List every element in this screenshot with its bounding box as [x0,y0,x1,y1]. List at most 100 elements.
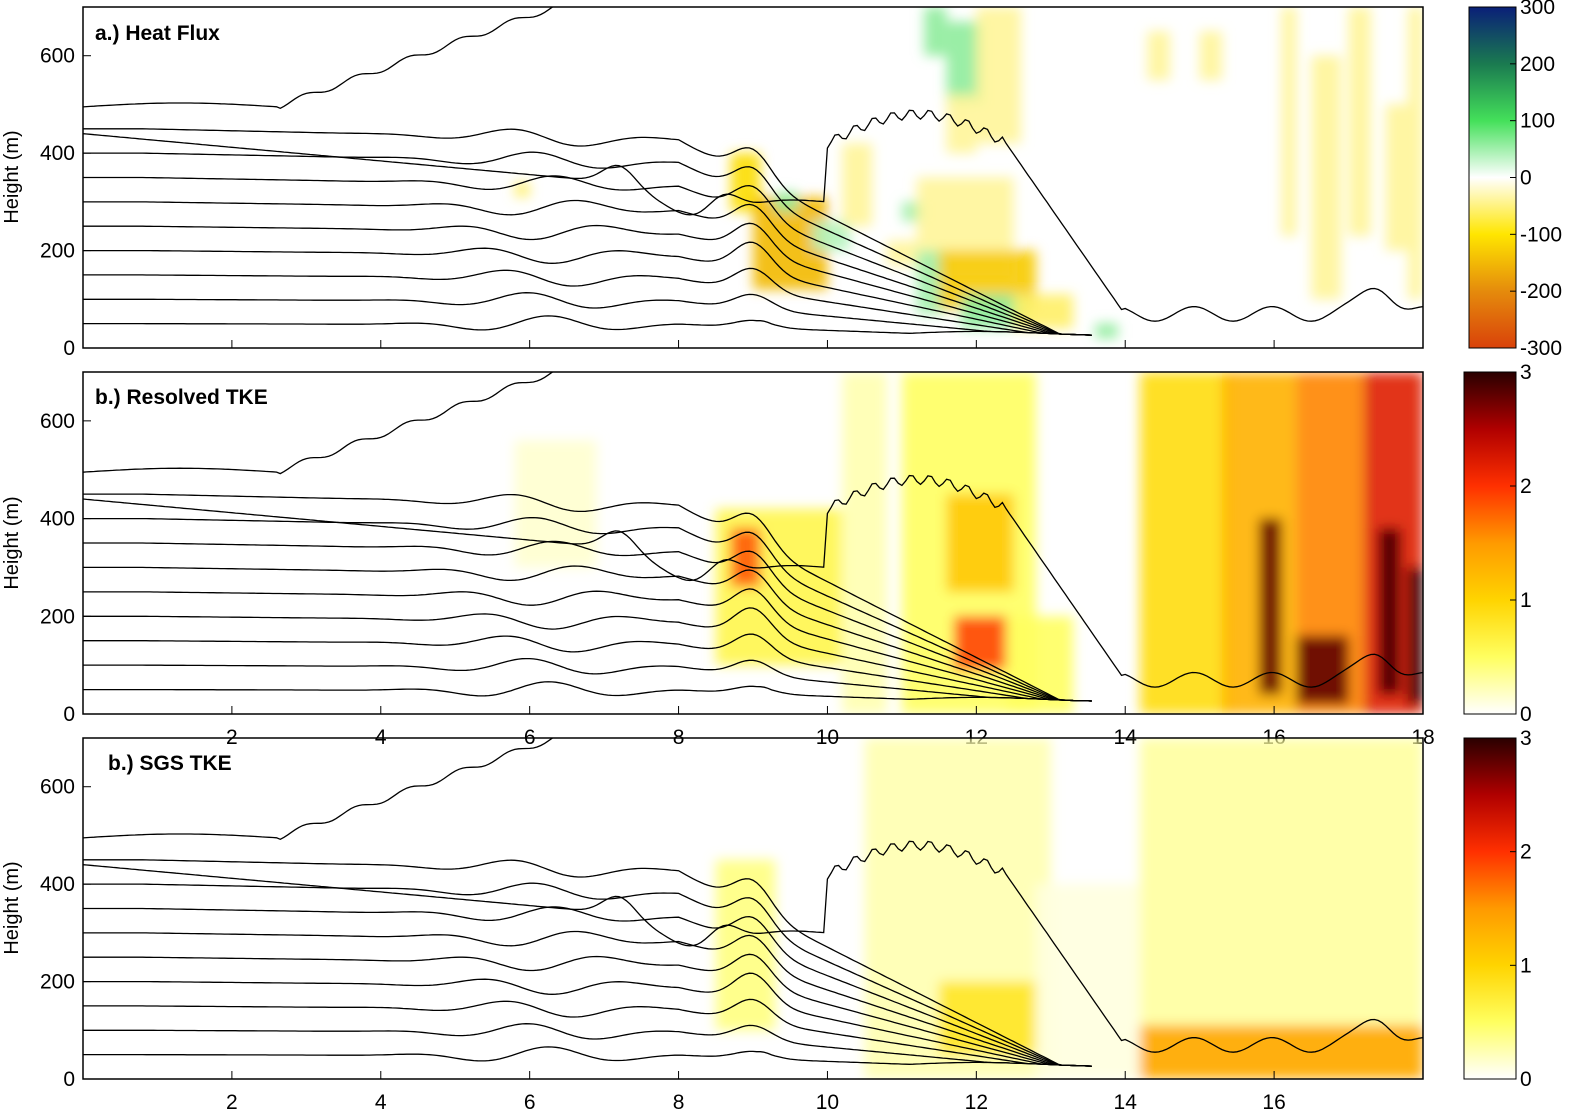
sgs-tke-x-tick-label: 2 [226,1091,238,1114]
heat-flux-contour-line [83,222,1092,336]
resolved-tke-contour-line [83,607,1092,702]
heat-flux-region [924,7,947,56]
heat-flux-region [1199,31,1222,81]
resolved-tke-contours [83,372,1423,702]
resolved-tke-colorbar-tick-label: 3 [1520,361,1532,384]
sgs-tke-region [1140,738,1423,1079]
heat-flux-axes-frame [82,6,1424,349]
heat-flux-contour-line [83,241,1092,336]
sgs-tke-x-tick-label: 10 [816,1091,839,1114]
heat-flux-region [976,7,1021,144]
sgs-tke-x-tick-label: 16 [1262,1091,1285,1114]
resolved-tke-contour-line [83,516,1092,702]
sgs-tke-colorbar-tick-label: 3 [1520,727,1532,750]
heat-flux-colorbar-ticks: 300 200 100 0 -100 -200 -300 [1510,0,1562,360]
heat-flux-region [1348,7,1371,236]
sgs-tke-x-tick-label: 6 [524,1091,536,1114]
resolved-tke-region [730,528,761,587]
resolved-tke-region [842,372,887,714]
sgs-tke-x-ticks: 2 4 6 8 10 12 14 16 [226,1071,1286,1114]
heat-flux-y-tick-label: 200 [40,240,75,263]
sgs-tke-y-tick-label: 600 [40,776,75,799]
heat-flux-region [514,182,530,197]
resolved-tke-contour-line [83,681,1092,702]
sgs-tke-contour-line [83,840,1423,1053]
resolved-tke-y-axis-label: Height (m) [1,496,23,589]
heat-flux-contours [83,7,1423,336]
heat-flux-colorbar-tick-label: -200 [1520,280,1562,303]
sgs-tke-contour-line [83,859,1092,1067]
resolved-tke-colorbar-tick-label: 0 [1520,703,1532,726]
heat-flux-colorbar-tick-label: 300 [1520,0,1555,19]
resolved-tke-colorbar-ticks: 0 1 2 3 [1510,361,1532,726]
heat-flux-region [1311,55,1342,300]
resolved-tke-y-tick-label: 400 [40,508,75,531]
sgs-tke-y-tick-label: 400 [40,873,75,896]
sgs-tke-x-tick-label: 4 [375,1091,387,1114]
heat-flux-region [1013,294,1074,329]
resolved-tke-colorbar-tick-label: 2 [1520,475,1532,498]
resolved-tke-region [1140,372,1230,714]
resolved-tke-contour-line [83,474,1423,688]
heat-flux-region [1385,104,1409,251]
heat-flux-y-tick-label: 600 [40,45,75,68]
heat-flux-contour-line [83,109,1423,322]
sgs-tke-y-ticks: 0 200 400 600 [40,776,91,1091]
sgs-tke-colorbar-tick-label: 2 [1520,841,1532,864]
resolved-tke-contour-line [83,565,1092,702]
sgs-tke-contour-line [83,906,1092,1067]
sgs-tke-field [715,738,1423,1079]
resolved-tke-region [1378,528,1401,695]
sgs-tke-y-axis-label: Height (m) [1,861,23,954]
resolved-tke-region [946,494,1014,592]
heat-flux-region [1147,31,1170,81]
resolved-tke-y-ticks: 0 200 400 600 [40,410,91,726]
heat-flux-colorbar-tick-label: 0 [1520,167,1532,190]
resolved-tke-contour-line [83,588,1092,702]
heat-flux-region [775,192,798,212]
sgs-tke-y-tick-label: 200 [40,971,75,994]
heat-flux-x-ticks [231,340,1275,348]
heat-flux-title: a.) Heat Flux [95,22,220,45]
resolved-tke-region [1408,567,1423,705]
sgs-tke-contour-line [83,1046,1092,1067]
sgs-tke-contour-line [83,972,1092,1067]
sgs-tke-colorbar-ticks: 0 1 2 3 [1510,727,1532,1091]
heat-flux-contour-line [83,175,1092,336]
resolved-tke-field [514,372,1423,714]
resolved-tke-region [1259,518,1282,695]
sgs-tke-axes-frame [82,737,1424,1080]
heat-flux-contour-line [83,7,554,110]
resolved-tke-y-tick-label: 0 [63,703,75,726]
heat-flux-region [1408,7,1423,300]
resolved-tke-y-tick-label: 600 [40,410,75,433]
panel-heat-flux: 0 200 400 600 a.) Heat Flux Height (m) 300 2… [1,0,1562,360]
heat-flux-y-tick-label: 400 [40,142,75,165]
resolved-tke-contour-line [83,493,1092,702]
sgs-tke-colorbar [1463,737,1517,1080]
heat-flux-contour-line [83,128,1092,336]
sgs-tke-region [715,859,776,1031]
heat-flux-y-tick-label: 0 [63,337,75,360]
sgs-tke-contour-line [83,930,1092,1067]
sgs-tke-x-tick-label: 12 [965,1091,988,1114]
resolved-tke-contour-line [83,372,554,475]
sgs-tke-contour-line [83,882,1092,1067]
heat-flux-contour-line [83,292,1092,336]
heat-flux-colorbar-tick-label: -100 [1520,223,1562,246]
resolved-tke-region [1296,635,1349,705]
heat-flux-contour-line [83,267,1092,336]
heat-flux-region [1095,323,1118,339]
resolved-tke-y-tick-label: 200 [40,605,75,628]
heat-flux-contour-line [83,315,1092,336]
sgs-tke-contour-line [83,738,554,841]
sgs-tke-contour-line [83,953,1092,1067]
heat-flux-colorbar [1468,6,1517,349]
sgs-tke-contour-line [83,998,1092,1067]
sgs-tke-contour-line [83,1023,1092,1067]
heat-flux-colorbar-tick-label: 100 [1520,110,1555,133]
sgs-tke-title: b.) SGS TKE [108,752,232,775]
